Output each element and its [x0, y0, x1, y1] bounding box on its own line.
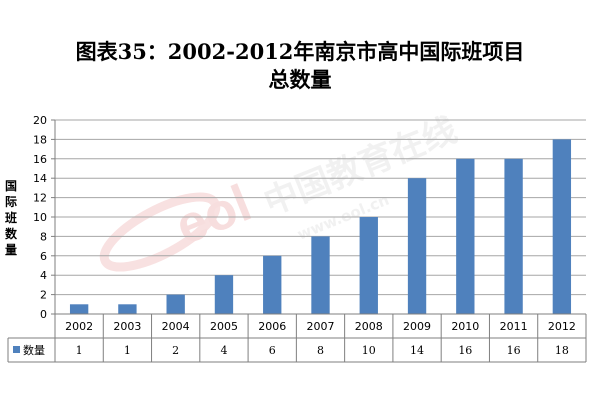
x-category-label: 2007 [307, 320, 335, 333]
x-category-label: 2004 [162, 320, 190, 333]
x-category-label: 2010 [451, 320, 479, 333]
x-category-label: 2008 [355, 320, 383, 333]
data-table-value: 16 [458, 344, 472, 357]
x-category-label: 2002 [65, 320, 93, 333]
y-tick-label: 10 [33, 211, 47, 224]
bar [69, 304, 89, 314]
data-table-value: 6 [269, 344, 276, 357]
data-table-value: 8 [317, 344, 324, 357]
y-tick-label: 0 [40, 308, 47, 321]
y-tick-label: 14 [33, 172, 47, 185]
data-table-value: 1 [76, 344, 83, 357]
bar [456, 158, 475, 314]
bar [407, 178, 427, 314]
chart-title-line2: 总数量 [268, 67, 332, 92]
data-table-value: 18 [555, 344, 569, 357]
bar [359, 217, 378, 314]
y-tick-label: 6 [40, 250, 47, 263]
x-category-label: 2009 [403, 320, 431, 333]
watermark: eol 中国教育在线 www.eol.cn [99, 110, 463, 272]
bar [214, 275, 234, 314]
data-table-value: 2 [172, 344, 179, 357]
bar [504, 158, 523, 314]
y-tick-label: 4 [40, 269, 47, 282]
bar [263, 255, 282, 314]
chart-title-line1: 图表35：2002-2012年南京市高中国际班项目 [75, 39, 525, 64]
y-tick-label: 12 [33, 192, 47, 205]
x-category-label: 2006 [258, 320, 286, 333]
x-category-label: 2012 [548, 320, 576, 333]
eol-logo-swoosh [99, 192, 221, 272]
y-tick-label: 2 [40, 289, 47, 302]
bar [166, 294, 185, 314]
y-tick-label: 20 [33, 114, 47, 127]
data-table-value: 16 [507, 344, 521, 357]
chart-title: 图表35：2002-2012年南京市高中国际班项目 总数量 [0, 38, 600, 94]
y-tick-label: 8 [40, 230, 47, 243]
data-table: 2002 1 2003 1 2004 2 2005 4 2006 6 2007 8 2008 10 2009… [7, 313, 587, 363]
y-tick-labels: 0 2 4 6 8 10 12 14 16 18 20 [33, 114, 47, 321]
x-category-label: 2005 [210, 320, 238, 333]
y-tick-label: 18 [33, 133, 47, 146]
data-table-value: 4 [220, 344, 227, 357]
data-table-value: 14 [410, 344, 424, 357]
legend-label: 数量 [23, 344, 45, 357]
y-axis-label: 国际班数量 [4, 179, 17, 257]
bar [118, 304, 137, 314]
legend-swatch [13, 346, 20, 353]
y-tick-label: 16 [33, 153, 47, 166]
bars [69, 139, 572, 314]
bar [311, 236, 330, 314]
data-table-value: 10 [362, 344, 376, 357]
x-category-label: 2003 [113, 320, 141, 333]
x-category-label: 2011 [500, 320, 528, 333]
bar [552, 139, 572, 314]
axes [51, 119, 56, 315]
data-table-value: 1 [124, 344, 131, 357]
